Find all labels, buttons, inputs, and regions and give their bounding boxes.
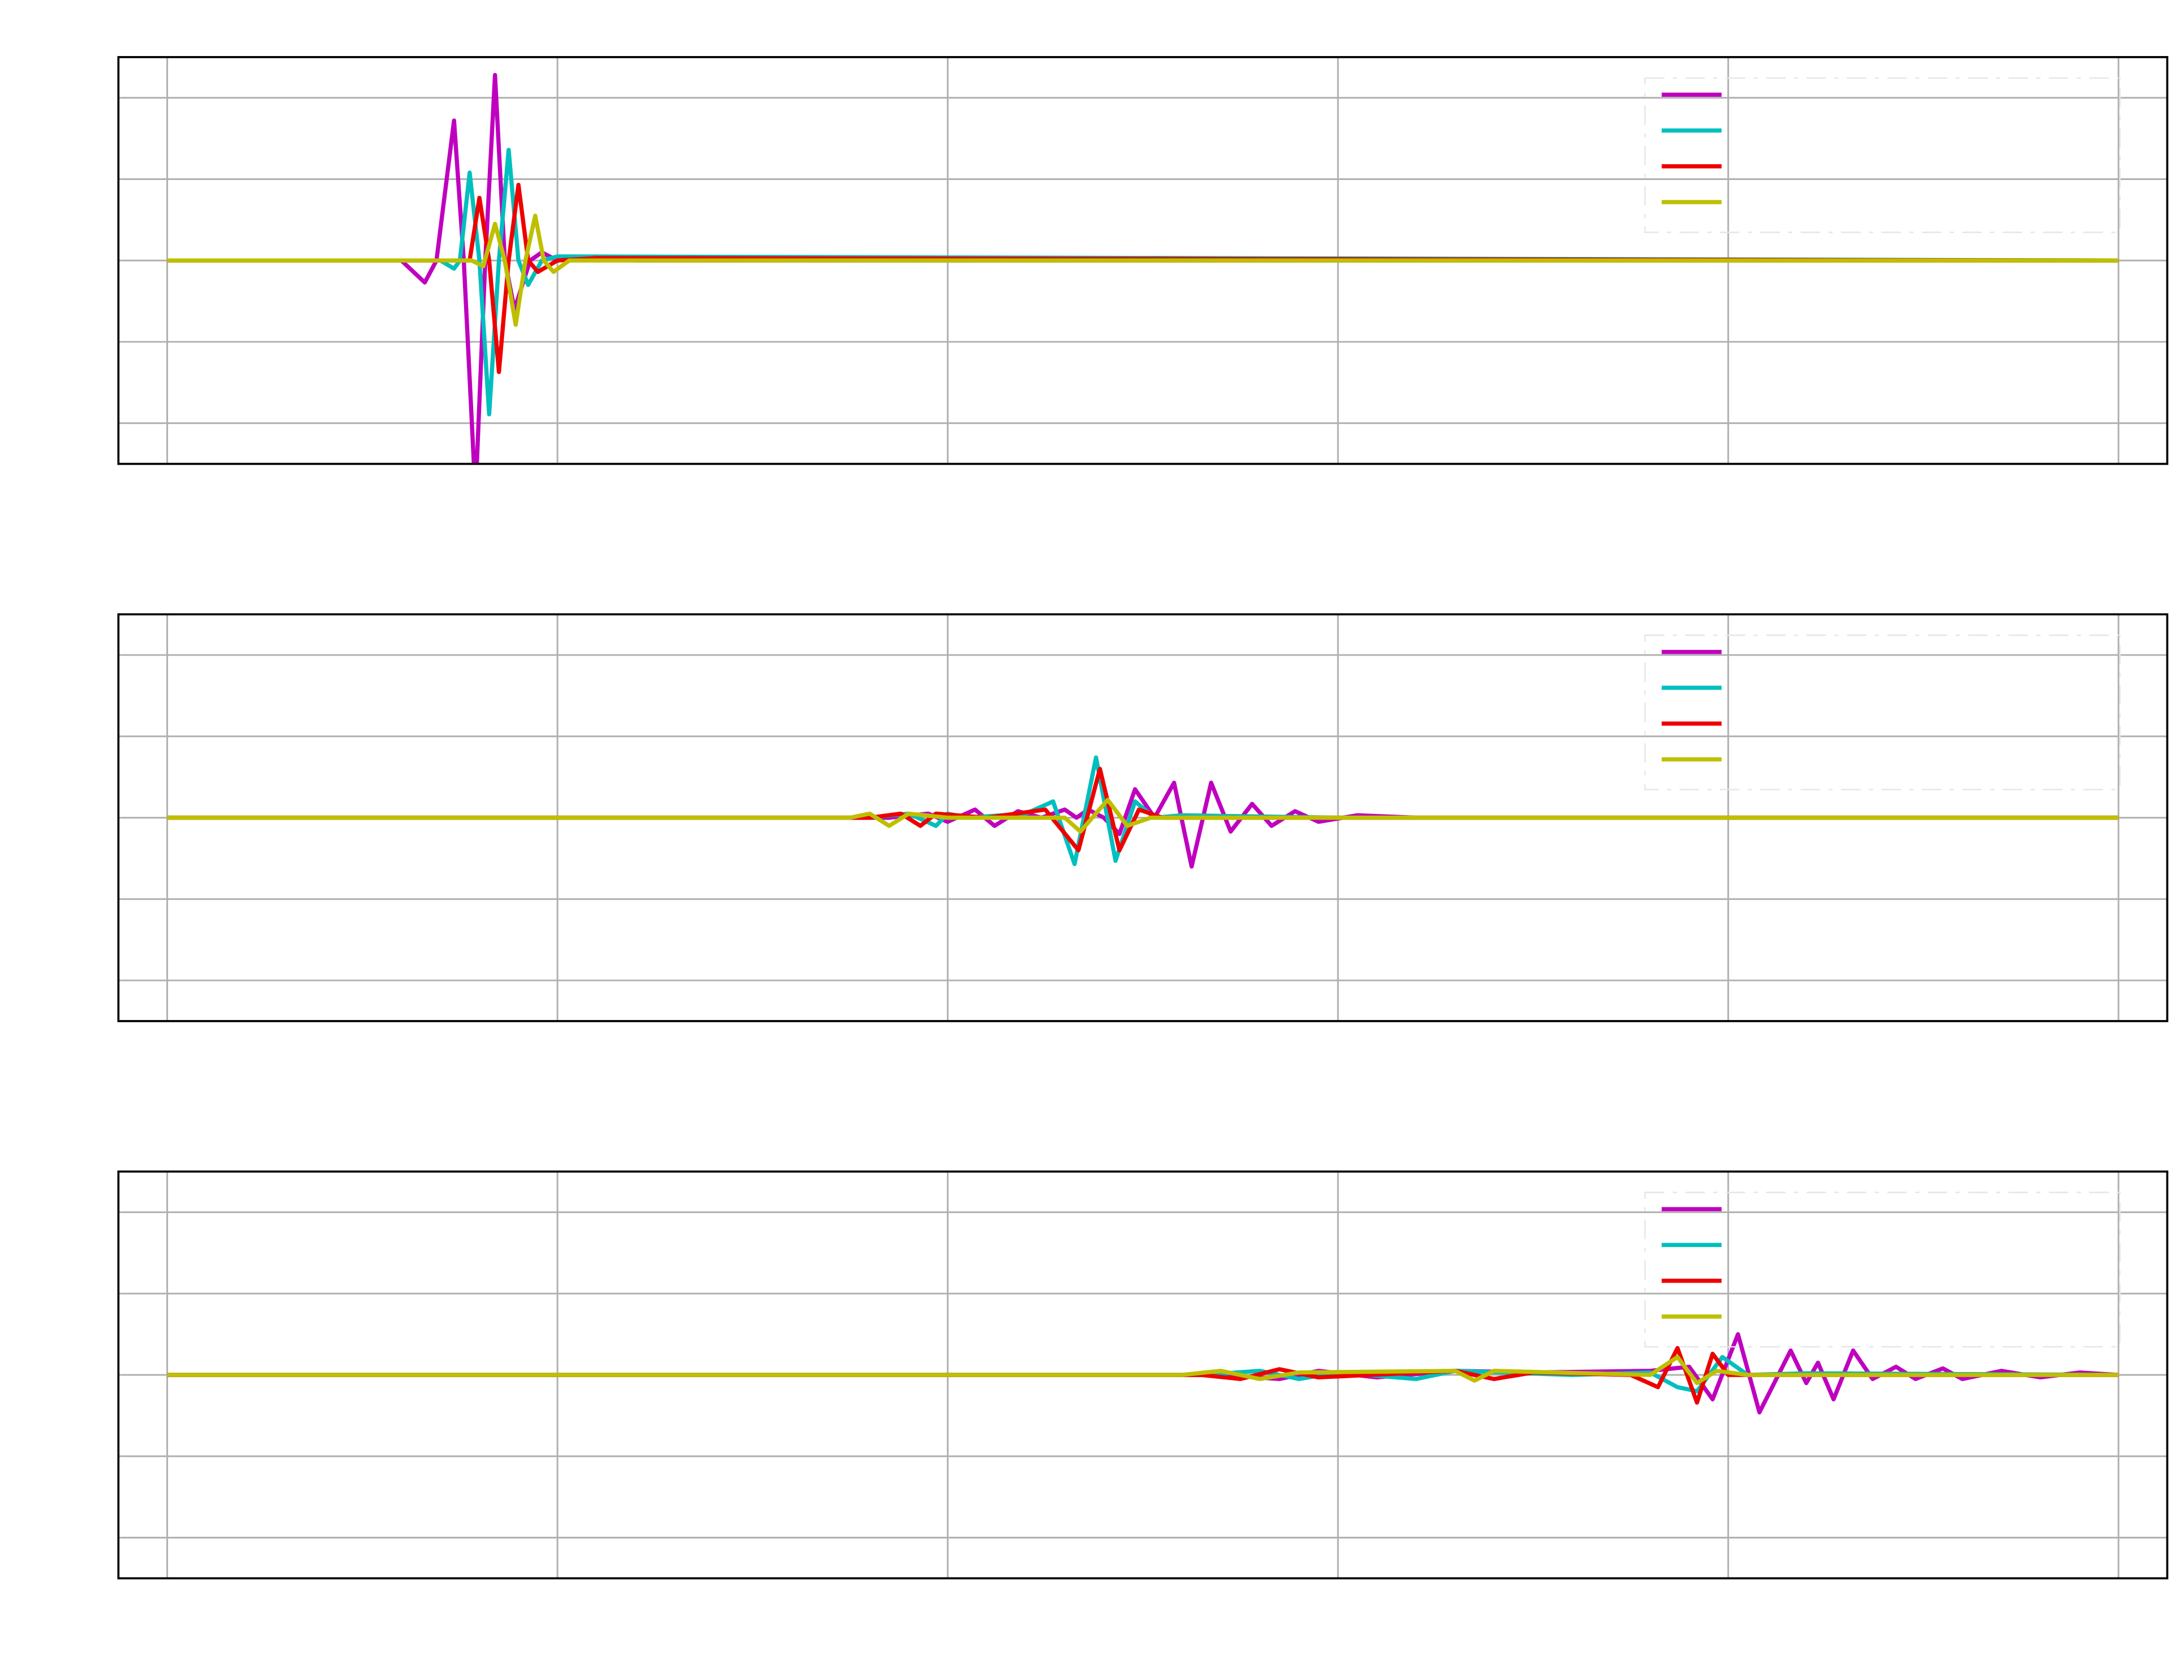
axes-frame [117,613,2169,1022]
series-line [167,798,2119,834]
subplot [117,613,2169,1022]
subplot [117,1170,2169,1580]
legend [1644,634,2121,791]
legend [1644,1192,2121,1348]
plot-area [167,72,2119,464]
axes-frame [117,56,2169,465]
series-line [167,781,2119,869]
legend-frame [1644,77,2121,233]
axes-frame [117,1170,2169,1580]
legend [1644,77,2121,233]
series-line [167,72,2119,464]
legend-frame [1644,1192,2121,1348]
legend-frame [1644,634,2121,791]
plot-area [167,1332,2119,1415]
plot-area [167,755,2119,869]
series-line [167,766,2119,852]
series-line [167,213,2119,327]
subplot [117,56,2169,465]
series-line [167,1355,2119,1386]
